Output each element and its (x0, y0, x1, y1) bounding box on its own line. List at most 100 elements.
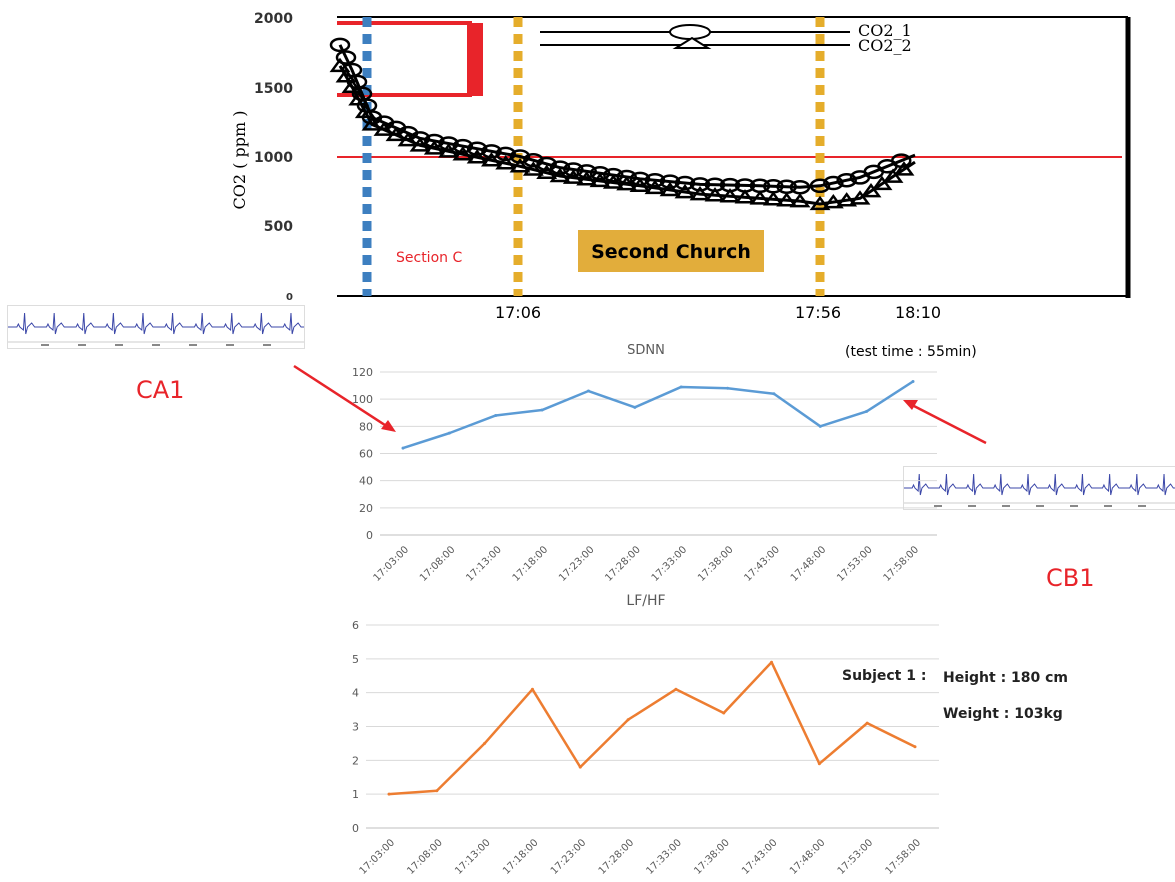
co2-2-marker (509, 158, 531, 173)
test-time-label: (test time : 55min) (845, 344, 977, 360)
co2-2-marker (361, 116, 383, 131)
legend-label-co2-1: CO2_1 (858, 21, 912, 40)
co2-2-marker (822, 193, 844, 209)
lfhf-grid-xtick: 17:23:00 (549, 837, 589, 877)
co2-2-marker (385, 126, 407, 142)
sdnn-grid-series-line (402, 380, 914, 450)
ecg-tick (968, 505, 976, 507)
co2-2-marker (849, 190, 871, 205)
co2-2-marker (480, 152, 502, 167)
ecg-tick (189, 344, 197, 346)
co2-2-marker (689, 186, 711, 201)
sdnn-grid-xtick: 17:28:00 (603, 544, 643, 584)
co2-2-marker (749, 190, 771, 205)
co2-1-marker (536, 156, 557, 172)
lfhf-grid-xtick: 17:28:00 (597, 837, 637, 877)
lfhf-grid-point (530, 687, 534, 691)
lfhf-grid-xtick: 17:48:00 (788, 837, 828, 877)
church-label: Second Church (591, 241, 751, 263)
sdnn-grid-point (679, 385, 683, 389)
ecg-tick (1104, 505, 1112, 507)
lfhf-grid-point (435, 789, 439, 793)
sdnn-grid-point (401, 446, 405, 450)
co2-1-marker (495, 146, 516, 162)
sdnn-grid-point (586, 389, 590, 393)
cb1-arrow (911, 403, 987, 445)
co2-ytick: 1000 (254, 150, 293, 166)
weight-label: Weight : 103kg (943, 706, 1063, 722)
co2-2-marker (373, 121, 395, 136)
co2-2-marker (329, 57, 351, 73)
co2-series-group (329, 37, 916, 211)
legend-marker-co2-1 (669, 24, 711, 40)
sdnn-grid-xtick: 17:23:00 (557, 544, 597, 584)
co2-2-marker (348, 91, 370, 106)
co2-2-marker (836, 192, 858, 207)
lfhf-grid-point (865, 721, 869, 725)
lfhf-grid-xtick: 17:58:00 (884, 837, 924, 877)
lfhf-grid-ytick: 3 (352, 721, 359, 734)
co2-2-marker (860, 182, 882, 198)
ecg-tick (1002, 505, 1010, 507)
co2-2-marker (354, 103, 376, 119)
lfhf-grid-xtick: 17:38:00 (692, 837, 732, 877)
legend-label-co2-2: CO2_2 (858, 36, 912, 55)
ecg-tick (78, 344, 86, 346)
sdnn-grid-xtick: 17:08:00 (418, 544, 458, 584)
co2-1-marker (823, 175, 844, 191)
lfhf-grid-series-line (388, 660, 916, 796)
lfhf-grid-point (913, 745, 917, 749)
co2-2-marker (522, 161, 544, 176)
ecg-tick (152, 344, 160, 346)
co2-2-marker (495, 155, 517, 170)
co2-1-marker (659, 174, 681, 189)
co2-2-marker (719, 188, 741, 203)
co2-2-marker (562, 169, 584, 184)
co2-xtick: 18:10 (895, 303, 941, 322)
co2-2-marker (644, 179, 666, 195)
ecg-trace-cb1 (904, 473, 1175, 507)
sdnn-grid-point (911, 380, 915, 384)
co2-2-marker (452, 146, 474, 161)
co2-2-marker (423, 140, 445, 155)
cb1-arrowhead (903, 400, 918, 410)
lfhf-grid-xtick: 17:08:00 (405, 837, 445, 877)
co2-ytick: 1500 (254, 81, 293, 97)
lfhf-grid-ytick: 4 (352, 687, 359, 700)
co2-1-marker (809, 178, 831, 194)
sdnn-grid-xtick: 17:33:00 (650, 544, 690, 584)
co2-1-marker (563, 162, 584, 177)
lfhf-grid-xtick: 17:43:00 (740, 837, 780, 877)
sdnn-grid-point (494, 413, 498, 417)
lfhf-grid-point (674, 687, 678, 691)
sdnn-grid-xtick: 17:48:00 (789, 544, 829, 584)
lfhf-grid-point (578, 765, 582, 769)
co2-1-marker (438, 136, 459, 151)
ecg-tick (226, 344, 234, 346)
sdnn-grid-xtick: 17:43:00 (742, 544, 782, 584)
co2-1-marker (452, 138, 474, 154)
co2-2-marker (335, 68, 357, 83)
co2-2-marker (341, 78, 363, 93)
lfhf-grid-ytick: 2 (352, 754, 359, 767)
co2-2-marker (409, 137, 431, 152)
co2-2-marker (893, 161, 915, 176)
co2-1-marker (836, 172, 857, 188)
co2-xtick: 17:56 (795, 303, 841, 322)
co2-highlight-bar (467, 23, 483, 96)
co2-2-marker (734, 189, 756, 204)
sdnn-grid-ytick: 40 (359, 475, 373, 488)
lfhf-grid-ytick: 6 (352, 619, 359, 632)
co2-xtick: 17:06 (495, 303, 541, 322)
sdnn-grid-xtick: 17:38:00 (696, 544, 736, 584)
co2-2-marker (704, 187, 726, 202)
co2-1-marker (335, 50, 357, 65)
ca1-arrow (293, 364, 389, 429)
church-label-box (578, 230, 764, 272)
ecg-tick (1036, 505, 1044, 507)
co2-2-marker (397, 131, 419, 147)
sdnn-grid-ytick: 0 (366, 529, 373, 542)
height-label: Height : 180 cm (943, 670, 1069, 686)
